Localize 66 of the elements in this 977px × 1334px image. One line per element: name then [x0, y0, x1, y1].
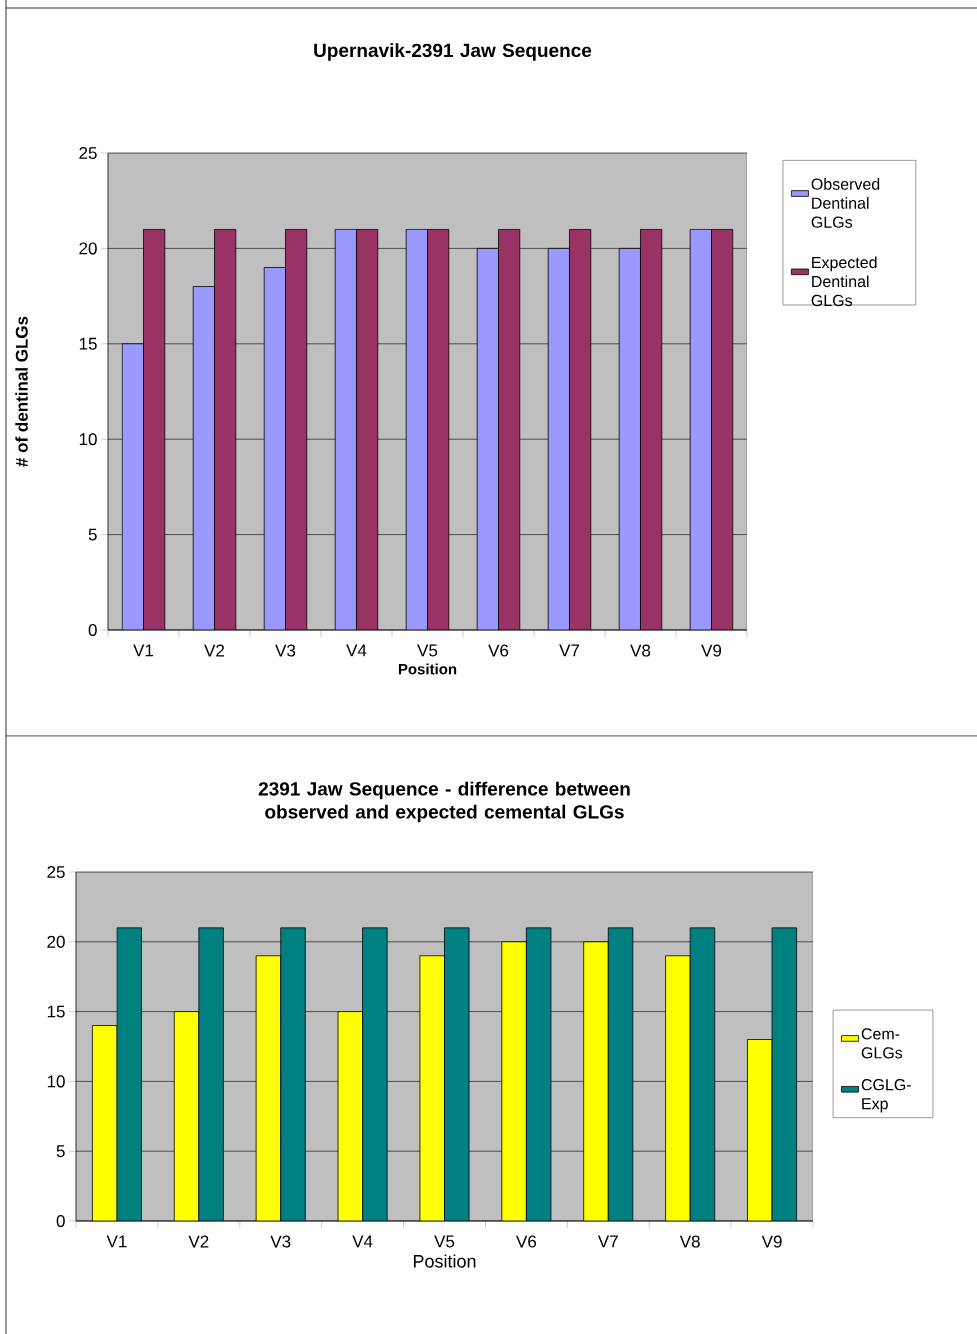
legend-label: CGLG-Exp — [861, 1079, 911, 1113]
bar — [264, 267, 286, 630]
y-tick-label: 5 — [88, 528, 97, 541]
bar — [406, 229, 428, 630]
x-axis-title: Position — [398, 663, 457, 675]
legend-label: Cem-GLGs — [861, 1028, 903, 1059]
bar — [477, 248, 499, 630]
y-tick-label: 10 — [79, 433, 97, 446]
bar — [174, 1011, 199, 1221]
y-tick-label: 20 — [47, 935, 65, 948]
chart-title: Upernavik-2391 Jaw Sequence — [314, 43, 592, 61]
x-tick-label: V2 — [188, 1235, 209, 1248]
bar — [690, 927, 715, 1221]
y-tick-label: 20 — [79, 242, 97, 255]
bar — [116, 927, 142, 1221]
legend-label: Observed Dentinal GLGs — [811, 178, 880, 228]
x-tick-label: V7 — [597, 1235, 618, 1248]
y-tick-label: 25 — [79, 146, 97, 160]
x-tick-label: V8 — [679, 1235, 700, 1248]
bar — [665, 955, 691, 1221]
x-tick-label: V1 — [106, 1235, 127, 1248]
bar — [689, 228, 712, 630]
x-tick-label: V5 — [434, 1235, 455, 1248]
bar — [548, 248, 570, 630]
bar — [338, 1011, 363, 1221]
bar — [444, 927, 470, 1221]
y-tick-label: 10 — [47, 1075, 65, 1088]
x-tick-label: V4 — [352, 1235, 373, 1248]
bar — [193, 286, 215, 630]
bar — [526, 927, 551, 1221]
y-tick-label: 0 — [56, 1214, 65, 1228]
bar — [608, 927, 633, 1221]
x-tick-label: V2 — [204, 644, 225, 657]
bar — [122, 343, 144, 630]
bar — [419, 955, 445, 1221]
x-tick-label: V3 — [270, 1235, 291, 1248]
x-tick-label: V6 — [488, 644, 509, 657]
bar — [583, 941, 609, 1221]
x-tick-label: V6 — [516, 1235, 537, 1248]
y-tick-label: 15 — [47, 1005, 65, 1018]
y-axis-title: # of dentinal GLGs — [15, 316, 28, 467]
y-tick-label: 0 — [88, 623, 97, 637]
bar — [256, 955, 281, 1221]
bar — [619, 248, 641, 630]
chart-title: 2391 Jaw Sequence - difference between observed and expected cemental GLGs — [258, 781, 630, 823]
bar — [362, 927, 388, 1221]
bar — [501, 941, 527, 1221]
legend-label: Expected Dentinal GLGs — [811, 256, 877, 307]
x-tick-label: V9 — [701, 644, 722, 657]
bar — [747, 1039, 773, 1221]
x-tick-label: V7 — [559, 644, 580, 657]
bar — [92, 1025, 117, 1221]
x-tick-label: V9 — [761, 1235, 782, 1248]
x-tick-label: V8 — [630, 644, 651, 657]
bar — [280, 927, 306, 1221]
x-axis-title: Position — [413, 1254, 476, 1268]
bar — [198, 927, 224, 1221]
bar — [771, 927, 798, 1221]
x-tick-label: V3 — [275, 644, 296, 657]
y-tick-label: 25 — [47, 865, 65, 879]
y-tick-label: 5 — [56, 1145, 65, 1158]
x-tick-label: V4 — [346, 644, 367, 657]
bar — [335, 229, 357, 630]
x-tick-label: V1 — [133, 644, 154, 657]
x-tick-label: V5 — [417, 644, 438, 657]
y-tick-label: 15 — [79, 337, 97, 350]
